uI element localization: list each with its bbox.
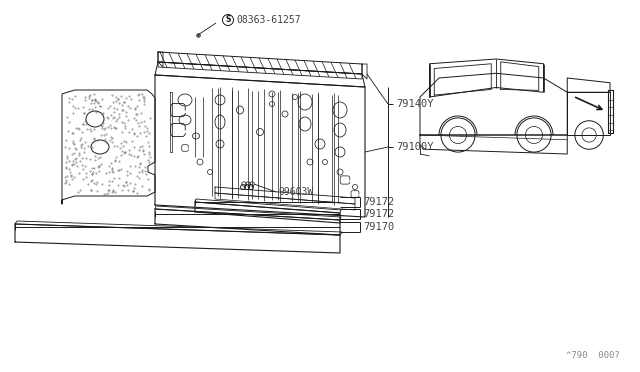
- Text: 79100Y: 79100Y: [396, 142, 433, 152]
- Text: 79172: 79172: [363, 209, 394, 219]
- Text: 99603W: 99603W: [278, 187, 313, 197]
- Text: S: S: [225, 16, 230, 25]
- Text: ^790  000?: ^790 000?: [566, 351, 620, 360]
- Text: 08363-61257: 08363-61257: [236, 15, 301, 25]
- Text: 79172: 79172: [363, 197, 394, 207]
- Text: 79140Y: 79140Y: [396, 99, 433, 109]
- Text: 79170: 79170: [363, 222, 394, 232]
